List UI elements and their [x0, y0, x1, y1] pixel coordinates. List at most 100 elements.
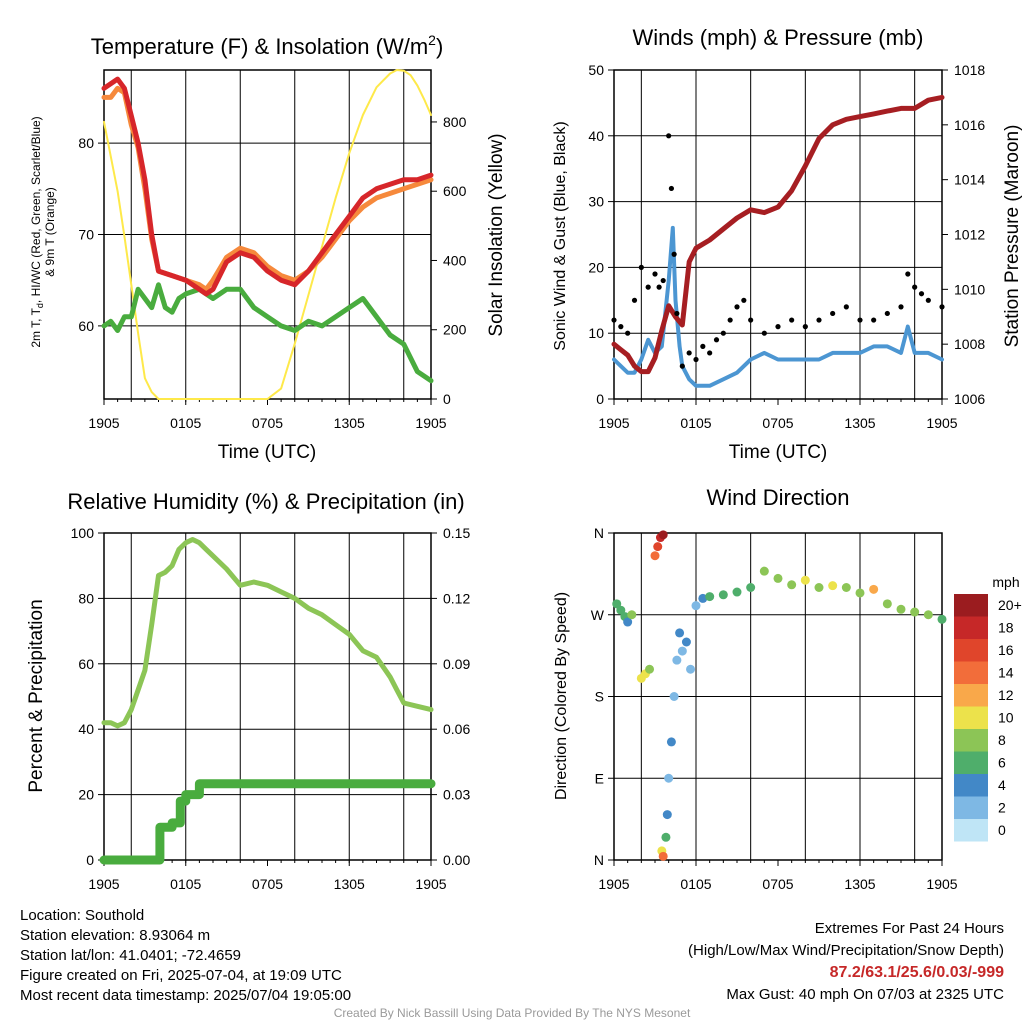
direction-legend-swatch [954, 729, 988, 752]
winds-gust-point [645, 284, 651, 290]
direction-point [650, 551, 660, 561]
extremes-summary: Extremes For Past 24 Hours (High/Low/Max… [688, 918, 1004, 1006]
winds-xtick-label: 1905 [926, 415, 957, 431]
winds-y2tick-label: 1010 [954, 281, 985, 297]
temperature-xtick-label: 1905 [88, 415, 119, 431]
direction-point [645, 664, 655, 674]
winds-gust-point [666, 133, 672, 139]
plot-area: 1905 0105 0705 1305 190560708002004006008001… [71, 62, 1022, 892]
direction-ytick-label: S [595, 689, 604, 705]
direction-point [664, 773, 674, 783]
winds-gust-point [713, 337, 720, 343]
winds-gust-point [720, 330, 726, 336]
temperature-ytick-label: 60 [78, 318, 94, 334]
recent-data-text: Most recent data timestamp: 2025/07/04 1… [20, 987, 352, 1004]
direction-point [718, 590, 728, 600]
winds-xtick-label: 0705 [762, 415, 793, 431]
direction-chart-title: Wind Direction [706, 485, 849, 510]
direction-legend-label: 4 [998, 777, 1006, 793]
winds-gust-point [686, 350, 692, 356]
direction-legend-swatch [954, 706, 988, 729]
direction-point [698, 593, 708, 603]
temperature-xlabel: Time (UTC) [218, 442, 317, 463]
humidity-y2tick-label: 0.06 [443, 721, 470, 737]
temperature-series-2 [101, 282, 434, 384]
direction-legend-swatch [954, 594, 988, 617]
direction-point [841, 583, 851, 592]
latlon-text: Station lat/lon: 41.0401; -72.4659 [20, 947, 242, 964]
temperature-y2tick-label: 800 [443, 114, 467, 130]
direction-point [677, 646, 687, 656]
temperature-ylabel-sub: d [35, 303, 45, 308]
direction-point [882, 599, 892, 609]
direction-legend-title: mph [992, 574, 1019, 590]
humidity-xtick-label: 1905 [88, 876, 119, 892]
direction-xtick-label: 1305 [844, 876, 875, 892]
winds-ylabel: Sonic Wind & Gust (Blue, Black) [552, 121, 569, 350]
temperature-xtick-label: 1905 [415, 415, 446, 431]
direction-legend-swatch [954, 774, 988, 797]
winds-gust-point [898, 304, 904, 310]
winds-y2tick-label: 1016 [954, 117, 985, 133]
winds-sonic-line [612, 225, 944, 388]
direction-legend-swatch [954, 751, 988, 774]
temperature-series-0 [101, 76, 434, 297]
direction-legend-label: 8 [998, 732, 1006, 748]
winds-y2tick-label: 1018 [954, 62, 985, 78]
direction-point [686, 664, 696, 674]
direction-point [658, 851, 668, 861]
direction-ytick-label: N [594, 525, 604, 541]
winds-xlabel: Time (UTC) [729, 442, 828, 463]
winds-gust-point [925, 297, 931, 303]
humidity-xtick-label: 0105 [170, 876, 201, 892]
direction-ytick-label: E [595, 770, 604, 786]
winds-y2tick-label: 1014 [954, 172, 985, 188]
direction-point [691, 601, 701, 611]
direction-point [669, 692, 679, 701]
humidity-precip-line [99, 779, 436, 865]
humidity-ytick-label: 80 [78, 590, 94, 606]
temperature-series-3 [103, 69, 432, 400]
station-info: Location: Southold Station elevation: 8.… [20, 906, 351, 1006]
humidity-ylabel: Percent & Precipitation [26, 599, 47, 792]
humidity-frame [103, 532, 432, 861]
winds-y2label: Station Pressure (Maroon) [1002, 125, 1023, 348]
direction-legend-label: 2 [998, 800, 1006, 816]
location-text: Location: Southold [20, 907, 145, 924]
winds-gust-point [802, 324, 808, 330]
winds-gust-point [674, 310, 680, 317]
direction-xtick-label: 1905 [926, 876, 957, 892]
humidity-chart-title: Relative Humidity (%) & Precipitation (i… [67, 489, 464, 514]
direction-point [661, 832, 671, 842]
winds-gust-point [830, 310, 836, 317]
humidity-ytick-label: 40 [78, 721, 94, 737]
winds-gust-point [656, 284, 662, 290]
direction-legend-label: 12 [998, 687, 1014, 703]
direction-point [910, 607, 920, 617]
direction-point [923, 610, 933, 620]
direction-point [653, 542, 663, 552]
direction-point [828, 581, 838, 591]
winds-chart-title: Winds (mph) & Pressure (mb) [633, 25, 924, 50]
winds-y2tick-label: 1006 [954, 391, 985, 407]
direction-legend-swatch [954, 684, 988, 707]
direction-xtick-label: 0105 [680, 876, 711, 892]
temperature-ylabel-part1: 2m T, T [29, 307, 43, 347]
winds-gust-point [700, 343, 706, 349]
humidity-ytick-label: 20 [78, 787, 94, 803]
winds-gust-point [671, 251, 677, 257]
winds-gust-point [679, 363, 685, 369]
direction-point [616, 605, 626, 615]
direction-legend-label: 20+ [998, 597, 1022, 613]
winds-gust-point [884, 310, 890, 317]
extremes-values: 87.2/63.1/25.6/0.03/-999 [829, 964, 1004, 981]
direction-legend-swatch [954, 661, 988, 684]
temperature-ylabel: 2m T, Td, HI/WC (Red, Green, Scarlet/Blu… [29, 116, 45, 347]
winds-gust-point [918, 291, 925, 297]
winds-ytick-label: 40 [588, 128, 604, 144]
direction-point [681, 637, 691, 647]
winds-ytick-label: 50 [588, 62, 604, 78]
direction-point [623, 617, 633, 627]
humidity-ytick-label: 100 [71, 525, 95, 541]
